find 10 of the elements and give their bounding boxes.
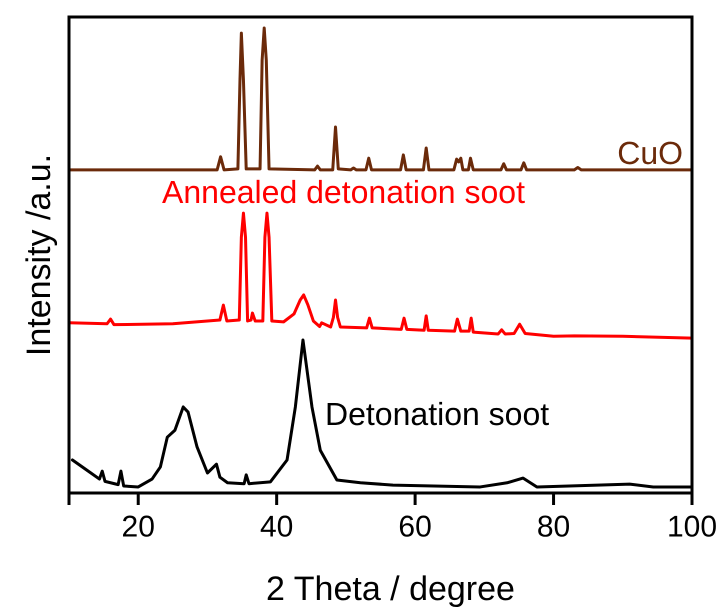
x-axis-title: 2 Theta / degree	[266, 570, 515, 608]
text: Annealed detonation soot	[162, 174, 526, 210]
series-label: Detonation soot	[325, 396, 550, 432]
x-tick-label: 60	[398, 510, 432, 544]
y-axis-title: Intensity /a.u.	[20, 154, 58, 356]
x-tick-label: 20	[122, 510, 155, 544]
series-label: CuO	[617, 135, 683, 171]
x-tick-label: 100	[666, 510, 718, 544]
x-tick-label: 80	[536, 510, 570, 544]
x-tick-label: 40	[260, 510, 294, 544]
